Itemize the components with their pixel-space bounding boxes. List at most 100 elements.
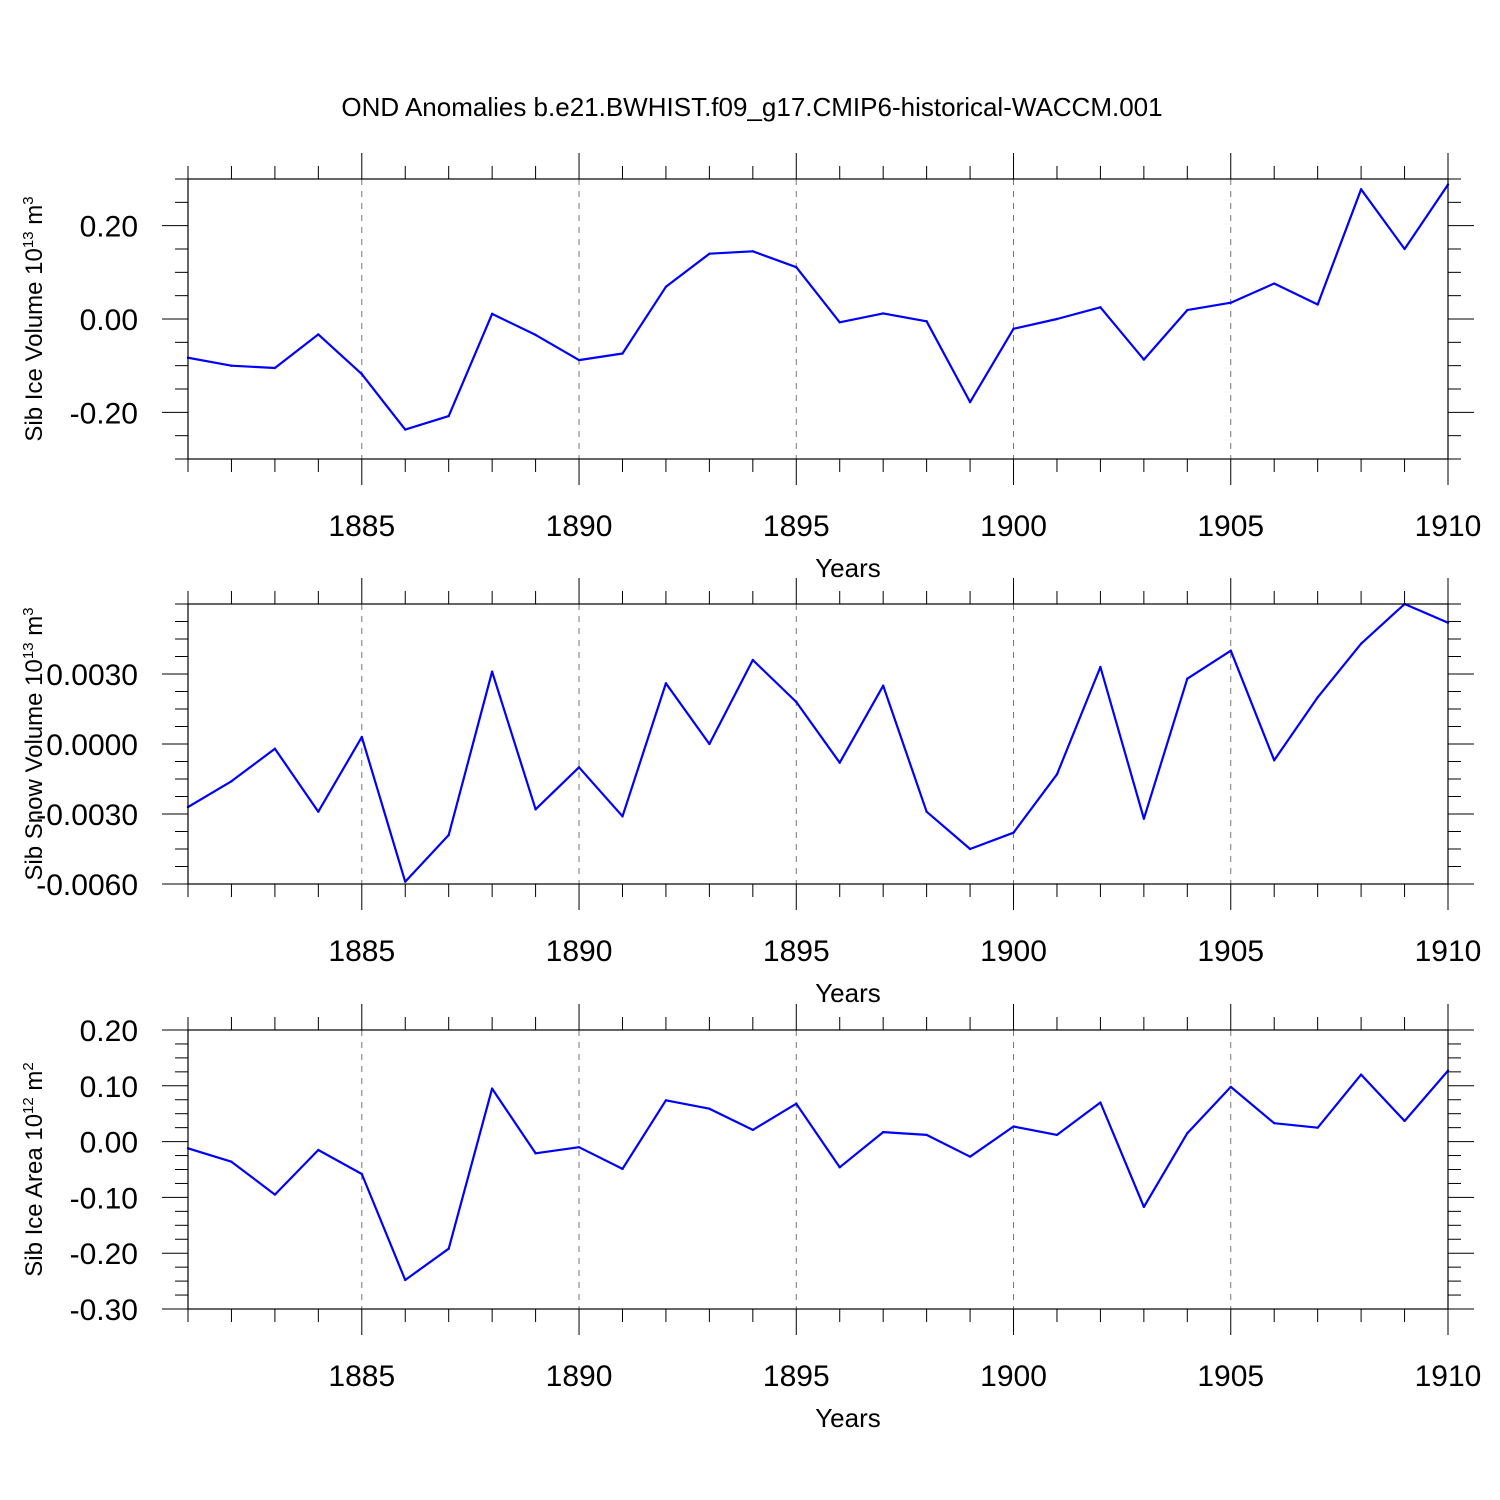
ice-volume-ytick-label: 0.20: [80, 211, 138, 244]
ice-area-point-1889: [534, 1152, 537, 1155]
snow-volume-point-1900: [1012, 831, 1015, 834]
snow-volume-yaxis-label: Sib Snow Volume 1013 m3: [20, 607, 48, 880]
ice-volume-yaxis-label: Sib Ice Volume 1013 m3: [20, 196, 48, 441]
snow-volume-point-1894: [751, 658, 755, 662]
ice-volume-yaxis-label-part-3: 3: [20, 196, 37, 204]
ice-area-yaxis-label-part-2: m: [21, 1071, 48, 1098]
ice-volume-point-1893: [708, 252, 711, 255]
ice-area-point-1906: [1273, 1121, 1276, 1125]
ice-volume-point-1887: [447, 414, 450, 418]
snow-volume-yaxis-label-part-3: 3: [20, 607, 37, 615]
snow-volume-point-1891: [621, 815, 624, 818]
snow-volume-point-1908: [1359, 642, 1363, 645]
ice-area-point-1899: [968, 1155, 972, 1158]
ice-volume-point-1899: [968, 400, 972, 404]
ice-volume-point-1901: [1055, 317, 1059, 321]
ice-volume-xtick-label-1900: 1900: [980, 510, 1047, 543]
ice-area-ytick-label: 0.10: [80, 1071, 138, 1104]
snow-volume-point-1889: [534, 808, 537, 811]
snow-volume-point-1887: [447, 833, 450, 837]
ice-area-point-1884: [317, 1148, 320, 1152]
ice-volume-point-1909: [1403, 247, 1406, 251]
ice-area-point-1904: [1186, 1132, 1189, 1135]
ice-area-point-1886: [404, 1278, 407, 1282]
snow-volume-ytick-label: 0.0000: [46, 729, 138, 762]
snow-volume-point-1882: [230, 780, 233, 783]
ice-volume-point-1889: [534, 333, 537, 337]
ice-area-point-1909: [1403, 1119, 1406, 1123]
ice-area-point-1892: [664, 1099, 668, 1102]
ice-volume-point-1892: [664, 285, 668, 288]
ice-volume-point-1894: [751, 250, 755, 253]
ice-volume-point-1895: [795, 266, 798, 269]
ice-volume-point-1902: [1099, 306, 1102, 309]
ice-area-plot-frame: [187, 1029, 1449, 1310]
snow-volume-xtick-label-1890: 1890: [546, 935, 613, 968]
ice-area-point-1902: [1099, 1101, 1102, 1104]
ice-area-xtick-label-1905: 1905: [1197, 1360, 1264, 1393]
ice-volume-point-1896: [838, 321, 841, 324]
ice-area-point-1890: [577, 1145, 581, 1149]
snow-volume-point-1902: [1099, 665, 1102, 669]
snow-volume-point-1892: [664, 682, 668, 685]
ice-area-point-1896: [838, 1166, 841, 1169]
snow-volume-point-1898: [925, 810, 928, 813]
ice-area-point-1908: [1359, 1073, 1363, 1076]
snow-volume-point-1899: [968, 847, 972, 851]
ice-area-point-1898: [925, 1133, 928, 1137]
ice-volume-point-1888: [490, 312, 494, 316]
ice-area-yaxis-label-part-3: 2: [20, 1062, 37, 1070]
snow-volume-ytick-label: -0.0060: [36, 869, 138, 902]
ice-volume-ytick-label: -0.20: [70, 397, 138, 430]
ice-volume-point-1882: [230, 364, 233, 367]
snow-volume-panel: -0.0060 -0.0030 0.0000 0.0030 1885 1890 1895 19…: [20, 578, 1481, 1008]
ice-volume-point-1904: [1186, 308, 1189, 312]
ice-area-point-1887: [447, 1247, 450, 1250]
ice-volume-point-1898: [925, 320, 928, 323]
ice-volume-panel: -0.20 0.00 0.20 1885 1890 1895 1900 1905 1910 Yea…: [20, 153, 1481, 583]
ice-volume-xtick-label-1885: 1885: [328, 510, 395, 543]
ice-area-point-1891: [621, 1167, 624, 1171]
ice-area-point-1883: [273, 1193, 277, 1196]
snow-volume-xtick-label-1885: 1885: [328, 935, 395, 968]
ice-area-yaxis-label: Sib Ice Area 1012 m2: [20, 1062, 48, 1276]
snow-volume-xtick-label-1900: 1900: [980, 935, 1047, 968]
ice-volume-point-1885: [360, 372, 363, 376]
snow-volume-plot-frame: [187, 603, 1449, 885]
ice-area-point-1897: [881, 1130, 885, 1134]
ice-volume-point-1884: [317, 333, 320, 336]
snow-volume-xaxis-label: Years: [815, 978, 881, 1008]
snow-volume-point-1907: [1316, 696, 1319, 699]
ice-area-ytick-label: -0.10: [70, 1182, 138, 1215]
ice-area-point-1888: [490, 1087, 494, 1090]
snow-volume-point-1904: [1186, 677, 1189, 680]
ice-area-xaxis-label: Years: [815, 1403, 881, 1433]
ice-area-point-1885: [360, 1172, 363, 1176]
ice-area-point-1903: [1142, 1205, 1146, 1209]
snow-volume-point-1888: [490, 670, 494, 673]
ice-volume-point-1907: [1316, 303, 1319, 306]
ice-volume-yaxis-label-part-0: Sib Ice Volume 10: [21, 248, 48, 441]
snow-volume-yaxis-label-part-2: m: [21, 616, 48, 643]
ice-area-xtick-label-1910: 1910: [1415, 1360, 1482, 1393]
ice-area-yaxis-label-part-0: Sib Ice Area 10: [21, 1114, 48, 1277]
ice-area-point-1900: [1012, 1125, 1015, 1128]
snow-volume-yaxis-label-part-1: 13: [20, 642, 37, 659]
ice-area-point-1905: [1229, 1085, 1232, 1089]
ice-volume-point-1891: [621, 352, 624, 355]
ice-area-panel: -0.30 -0.20 -0.10 0.00 0.10 0.20 1885 1890 1895 1…: [20, 1004, 1481, 1433]
ice-area-series-line: [188, 1069, 1448, 1282]
ice-area-ytick-label: -0.30: [70, 1294, 138, 1327]
ice-volume-xtick-label-1905: 1905: [1197, 510, 1264, 543]
snow-volume-point-1884: [317, 810, 320, 813]
snow-volume-xtick-label-1910: 1910: [1415, 935, 1482, 968]
ice-area-ytick-label: 0.20: [80, 1015, 138, 1048]
ice-volume-xtick-label-1890: 1890: [546, 510, 613, 543]
ice-area-xtick-label-1890: 1890: [546, 1360, 613, 1393]
snow-volume-point-1906: [1273, 759, 1276, 762]
ice-volume-yaxis-label-part-1: 13: [20, 231, 37, 248]
ice-area-point-1907: [1316, 1126, 1319, 1129]
ice-area-point-1901: [1055, 1133, 1059, 1137]
ice-area-point-1882: [230, 1160, 233, 1163]
